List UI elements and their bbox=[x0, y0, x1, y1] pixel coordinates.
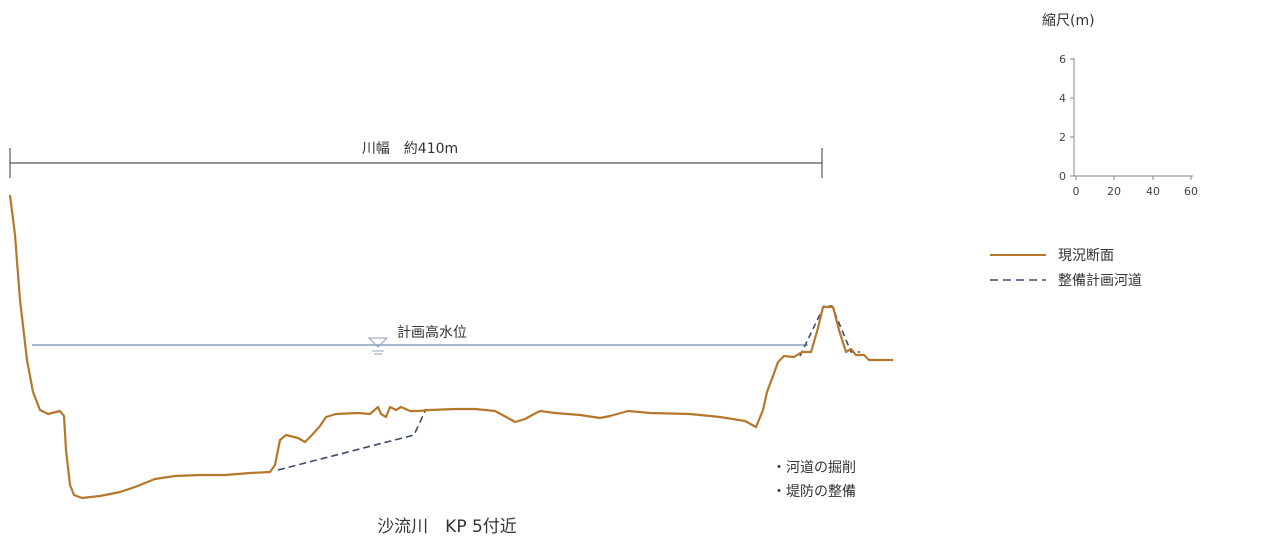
legend-label-current: 現況断面 bbox=[1058, 248, 1114, 264]
section-caption: 沙流川 KP 5付近 bbox=[377, 517, 517, 537]
legend: 現況断面 整備計画河道 bbox=[990, 248, 1142, 289]
note-item: ・河道の掘削 bbox=[772, 460, 856, 476]
improvement-notes: ・河道の掘削 ・堤防の整備 bbox=[772, 460, 856, 500]
scale-x-tick-label: 0 bbox=[1073, 185, 1080, 198]
river-width-label: 川幅 約410m bbox=[362, 141, 458, 157]
water-level-triangle-icon bbox=[367, 337, 389, 355]
scale-y-tick-label: 6 bbox=[1059, 53, 1066, 66]
river-width-dimension: 川幅 約410m bbox=[9, 141, 823, 178]
current-section-profile bbox=[8, 194, 893, 500]
planned-channel-lower bbox=[277, 408, 427, 471]
scale-x-tick-label: 20 bbox=[1107, 185, 1121, 198]
scale-x-tick-label: 40 bbox=[1146, 185, 1160, 198]
legend-label-planned: 整備計画河道 bbox=[1058, 273, 1142, 289]
water-level-label: 計画高水位 bbox=[397, 324, 467, 341]
note-item: ・堤防の整備 bbox=[772, 484, 856, 500]
scale-x-tick-label: 60 bbox=[1184, 185, 1198, 198]
scale-chart: 縮尺(m) 6 4 2 0 0 20 40 60 bbox=[1042, 13, 1198, 198]
scale-title: 縮尺(m) bbox=[1042, 13, 1095, 29]
planned-channel-profile bbox=[277, 305, 860, 471]
high-water-level: 計画高水位 bbox=[32, 324, 808, 355]
scale-y-tick-label: 4 bbox=[1059, 92, 1066, 105]
scale-y-tick-label: 0 bbox=[1059, 170, 1066, 183]
scale-y-tick-label: 2 bbox=[1059, 131, 1066, 144]
